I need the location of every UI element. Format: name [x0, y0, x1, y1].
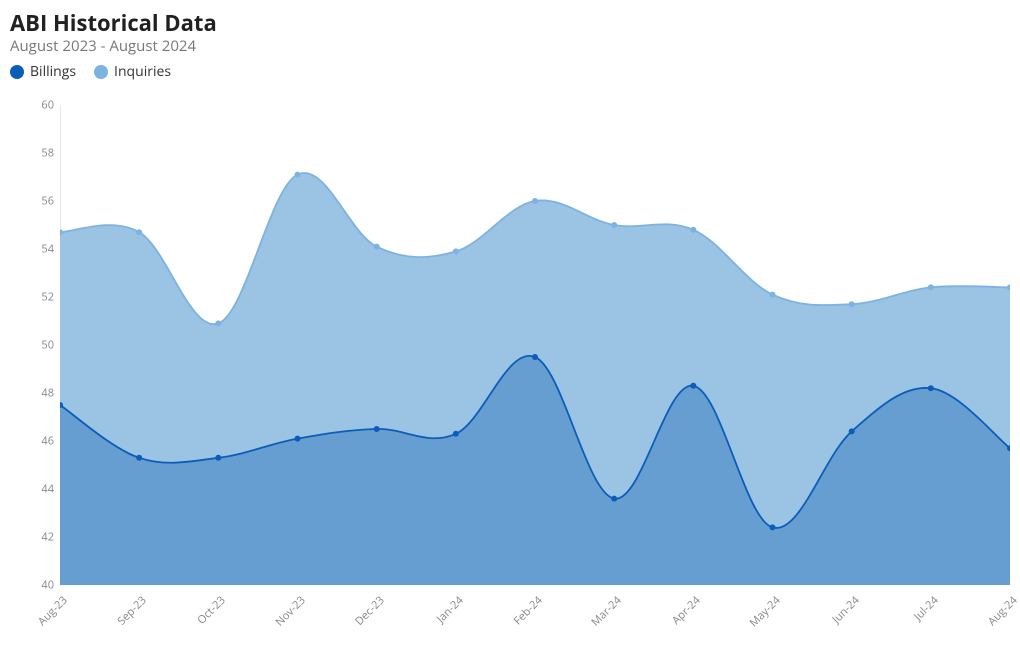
data-point[interactable] [215, 455, 221, 461]
data-point[interactable] [928, 284, 934, 290]
x-axis-tick-label: Mar-24 [588, 593, 625, 630]
x-axis-tick-label: Feb-24 [510, 593, 545, 628]
legend-label: Inquiries [114, 62, 171, 81]
data-point[interactable] [453, 431, 459, 437]
x-axis-tick-label: May-24 [746, 593, 783, 630]
x-axis-tick-label: Aug-23 [35, 593, 71, 629]
legend-swatch-icon [10, 65, 24, 79]
legend-label: Billings [30, 62, 76, 81]
data-point[interactable] [849, 301, 855, 307]
data-point[interactable] [453, 248, 459, 254]
y-axis-tick-label: 50 [30, 338, 54, 353]
y-axis-tick-label: 60 [30, 98, 54, 113]
data-point[interactable] [532, 354, 538, 360]
y-axis-tick-label: 46 [30, 434, 54, 449]
data-point[interactable] [136, 229, 142, 235]
y-axis-tick-label: 48 [30, 386, 54, 401]
chart-legend: Billings Inquiries [10, 62, 171, 81]
x-axis-tick-label: Nov-23 [272, 593, 308, 629]
plot-area: 4042444648505254565860Aug-23Sep-23Oct-23… [60, 105, 1010, 585]
chart-subtitle: August 2023 - August 2024 [10, 36, 196, 56]
legend-item-billings[interactable]: Billings [10, 62, 76, 81]
y-axis-tick-label: 40 [30, 578, 54, 593]
y-axis-tick-label: 58 [30, 146, 54, 161]
x-axis-tick-label: Jan-24 [433, 593, 466, 626]
x-axis-tick-label: Dec-23 [352, 593, 388, 629]
chart-title: ABI Historical Data [10, 8, 217, 38]
x-axis-tick-label: Oct-23 [194, 593, 229, 628]
data-point[interactable] [849, 428, 855, 434]
data-point[interactable] [770, 524, 776, 530]
x-axis-tick-label: Aug-24 [985, 593, 1020, 629]
x-axis-tick-label: Jul-24 [911, 593, 942, 624]
y-axis-tick-label: 56 [30, 194, 54, 209]
y-axis-tick-label: 44 [30, 482, 54, 497]
x-axis-tick-label: Sep-23 [114, 593, 149, 628]
data-point[interactable] [611, 496, 617, 502]
data-point[interactable] [295, 436, 301, 442]
data-point[interactable] [374, 426, 380, 432]
legend-swatch-icon [94, 65, 108, 79]
data-point[interactable] [690, 383, 696, 389]
data-point[interactable] [374, 244, 380, 250]
y-axis-tick-label: 42 [30, 530, 54, 545]
data-point[interactable] [928, 385, 934, 391]
x-axis-tick-label: Jun-24 [829, 593, 863, 627]
data-point[interactable] [770, 292, 776, 298]
data-point[interactable] [532, 198, 538, 204]
chart-container: { "header": { "title": "ABI Historical D… [0, 0, 1020, 650]
y-axis-tick-label: 54 [30, 242, 54, 257]
data-point[interactable] [295, 172, 301, 178]
chart-svg [60, 105, 1010, 585]
data-point[interactable] [136, 455, 142, 461]
x-axis-tick-label: Apr-24 [669, 593, 704, 628]
data-point[interactable] [611, 222, 617, 228]
data-point[interactable] [215, 320, 221, 326]
data-point[interactable] [690, 227, 696, 233]
y-axis-tick-label: 52 [30, 290, 54, 305]
legend-item-inquiries[interactable]: Inquiries [94, 62, 171, 81]
